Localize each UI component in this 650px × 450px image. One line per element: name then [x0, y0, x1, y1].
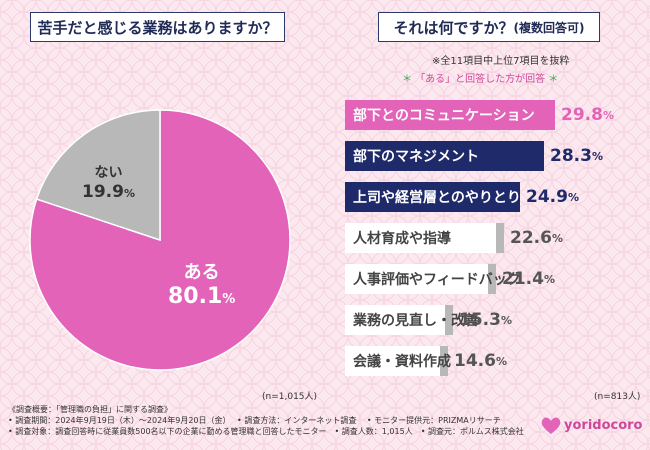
logo-heart-icon — [541, 417, 561, 434]
pie-label-aru: ある 80.1% — [168, 258, 235, 309]
pie-label-aru-value-wrap: 80.1% — [168, 284, 235, 309]
bar-value-1: 29.8% — [561, 100, 614, 130]
bar-value-7: 14.6% — [454, 346, 507, 376]
bar-value-3: 24.9% — [526, 182, 579, 212]
star-right: ＊ — [548, 74, 559, 85]
n-right: (n=813人) — [594, 392, 641, 402]
bar-value-number: 14.6 — [454, 351, 496, 371]
bar-5: 人事評価やフィードバック — [345, 264, 521, 294]
bar-value-number: 28.3 — [550, 146, 592, 166]
bar-3: 上司や経営層とのやりとり — [345, 182, 521, 212]
logo: yoridocoro — [538, 412, 643, 438]
right-title-sub: (複数回答可) — [513, 20, 585, 35]
bar-label: 上司や経営層とのやりとり — [353, 190, 521, 206]
n-left: (n=1,015人) — [262, 392, 318, 402]
pie-unit-nai: % — [123, 187, 135, 200]
bar-value-unit: % — [591, 149, 603, 163]
pie-unit-aru: % — [222, 292, 236, 307]
bar-label: 業務の見直し・改善 — [353, 313, 479, 329]
bar-label: 部下のマネジメント — [353, 149, 479, 165]
right-title-text: それは何ですか？ — [393, 18, 514, 37]
bar-value-5: 21.4% — [502, 264, 555, 294]
footer-line2: • 調査期間：2024年9月19日（木）～2024年9月20日（金） • 調査方… — [8, 416, 501, 425]
bar-label: 人事評価やフィードバック — [353, 272, 521, 288]
bar-value-unit: % — [495, 354, 507, 368]
note-respondents: ＊ 「ある」と回答した方が回答 ＊ — [402, 70, 558, 85]
footer-line1: 《調査概要：「管理職の負担」に関する調査》 — [8, 405, 172, 414]
pie-label-nai: ない 19.9% — [82, 162, 135, 202]
pie-label-nai-name: ない — [94, 165, 123, 181]
note-top: ※全11項目中上位7項目を抜粋 — [432, 56, 570, 67]
pie-slice-nai — [35, 109, 161, 242]
left-title-text: 苦手だと感じる業務はありますか？ — [37, 18, 278, 37]
pie-label-nai-value-wrap: 19.9% — [82, 182, 135, 202]
bar-value-unit: % — [543, 272, 555, 286]
note-pink-text: 「ある」と回答した方が回答 — [415, 74, 546, 85]
bar-value-2: 28.3% — [550, 141, 603, 171]
bar-1: 部下とのコミュニケーション — [345, 100, 555, 130]
bar-7: 会議・資料作成 — [345, 346, 451, 376]
right-panel-title: それは何ですか？ (複数回答可) — [378, 12, 600, 42]
bar-value-number: 21.4 — [502, 269, 544, 289]
pie-label-aru-name: ある — [183, 262, 220, 283]
left-panel-title: 苦手だと感じる業務はありますか？ — [30, 12, 285, 42]
bar-4: 人材育成や指導 — [345, 223, 504, 253]
bar-value-number: 24.9 — [526, 187, 568, 207]
bar-label: 人材育成や指導 — [353, 231, 451, 247]
bar-value-number: 22.6 — [510, 228, 552, 248]
pie-value-nai: 19.9 — [82, 182, 124, 202]
bar-value-unit: % — [602, 108, 614, 122]
star-left: ＊ — [402, 74, 412, 85]
footer-line3: • 調査対象：調査回答時に従業員数500名以下の企業に勤める管理職と回答したモニ… — [8, 427, 524, 436]
bar-value-unit: % — [500, 313, 512, 327]
bar-label: 会議・資料作成 — [353, 354, 451, 370]
bar-value-unit: % — [567, 190, 579, 204]
bar-value-4: 22.6% — [510, 223, 563, 253]
pie-value-aru: 80.1 — [168, 284, 223, 309]
bar-value-unit: % — [551, 231, 563, 245]
bar-value-number: 15.3 — [459, 310, 501, 330]
bar-value-6: 15.3% — [459, 305, 512, 335]
bar-6: 業務の見直し・改善 — [345, 305, 479, 335]
logo-text: yoridocoro — [564, 417, 643, 433]
bar-label: 部下とのコミュニケーション — [353, 108, 535, 124]
bar-2: 部下のマネジメント — [345, 141, 544, 171]
footer: 《調査概要：「管理職の負担」に関する調査》 • 調査期間：2024年9月19日（… — [8, 404, 524, 437]
bar-value-number: 29.8 — [561, 105, 603, 125]
